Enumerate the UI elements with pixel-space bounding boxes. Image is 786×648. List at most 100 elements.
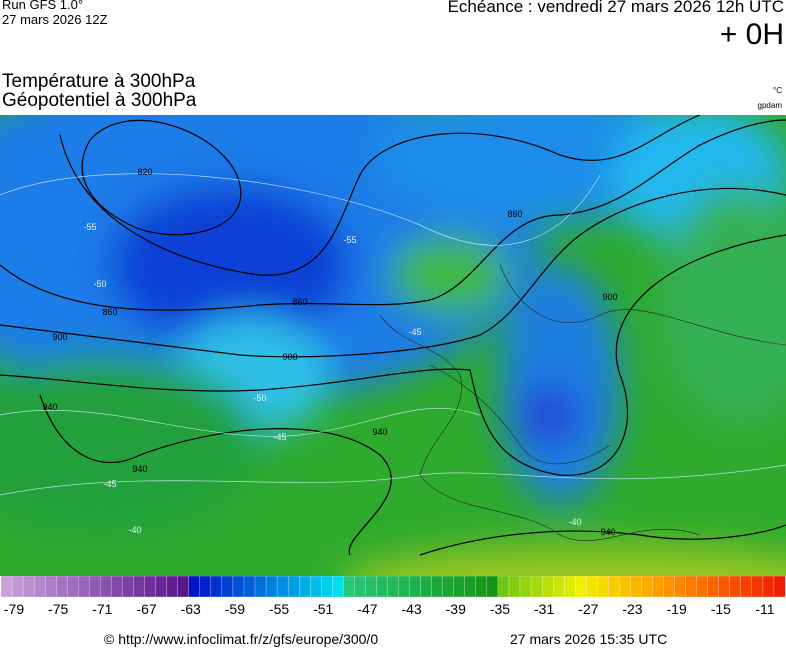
color-swatch xyxy=(652,576,664,598)
color-swatch xyxy=(696,576,709,598)
color-swatch xyxy=(155,576,168,598)
contour-label: -45 xyxy=(273,432,286,442)
unit-temperature: °C xyxy=(773,86,782,95)
colorbar-label: -15 xyxy=(711,601,731,617)
color-swatch xyxy=(199,576,212,598)
colorbar-label: -19 xyxy=(667,601,687,617)
color-swatch xyxy=(11,576,24,598)
colorbar-label: -39 xyxy=(446,601,466,617)
colorbar-label: -63 xyxy=(181,601,201,617)
contour-label: -50 xyxy=(93,279,106,289)
contour-label: 940 xyxy=(42,402,57,412)
color-swatch xyxy=(122,576,134,598)
color-swatch xyxy=(707,576,720,598)
color-swatch xyxy=(343,576,355,598)
contour-label: -55 xyxy=(83,222,96,232)
contour-label: 900 xyxy=(52,332,67,342)
color-swatch xyxy=(33,576,46,598)
color-swatch xyxy=(188,576,201,598)
title-temperature: Température à 300hPa xyxy=(2,71,196,92)
contour-label: -45 xyxy=(408,327,421,337)
color-swatch xyxy=(541,576,554,598)
color-swatch xyxy=(45,576,57,598)
color-swatch xyxy=(552,576,565,598)
color-swatch xyxy=(133,576,145,598)
color-swatch xyxy=(740,576,753,598)
contour-label: 860 xyxy=(507,209,522,219)
contour-label: 860 xyxy=(292,297,307,307)
echeance: Echéance : vendredi 27 mars 2026 12h UTC xyxy=(447,0,784,16)
color-swatch xyxy=(232,576,245,598)
colorbar-label: -11 xyxy=(755,601,774,617)
color-swatch xyxy=(674,576,687,598)
color-swatch xyxy=(475,576,488,598)
color-swatch xyxy=(663,576,676,598)
color-swatch xyxy=(751,576,764,598)
contour-label: 820 xyxy=(137,167,152,177)
colorbar-label: -43 xyxy=(401,601,421,617)
contour-label: 900 xyxy=(602,292,617,302)
color-swatch xyxy=(365,576,377,598)
color-swatch xyxy=(89,576,101,598)
colorbar-label: -31 xyxy=(534,601,554,617)
color-swatch xyxy=(608,576,620,598)
colorbar-label: -71 xyxy=(92,601,112,617)
contour-label: 940 xyxy=(132,464,147,474)
colorbar-label: -79 xyxy=(4,601,24,617)
contour-label: -40 xyxy=(128,525,141,535)
color-swatch xyxy=(78,576,90,598)
color-swatch xyxy=(210,576,223,598)
color-swatch xyxy=(442,576,455,598)
contour-label: 860 xyxy=(102,307,117,317)
colorbar: -79 -75 -71 -67 -63 -59 -55 -51 -47 -43 -39 -35 -31 -… xyxy=(0,576,786,617)
contour-label: -50 xyxy=(253,393,266,403)
run-date: 27 mars 2026 12Z xyxy=(2,12,108,27)
color-swatch xyxy=(243,576,256,598)
color-swatch xyxy=(564,576,576,598)
color-swatch xyxy=(729,576,742,598)
color-swatch xyxy=(464,576,477,598)
run-label: Run GFS 1.0° xyxy=(2,0,84,12)
color-swatch xyxy=(420,576,433,598)
color-swatch xyxy=(530,576,543,598)
color-swatch xyxy=(144,576,157,598)
colorbar-label: -75 xyxy=(48,601,68,617)
color-swatch xyxy=(332,576,344,598)
color-swatch xyxy=(519,576,532,598)
color-swatch xyxy=(398,576,411,598)
color-swatch xyxy=(762,576,775,598)
color-swatch xyxy=(321,576,333,598)
color-swatch xyxy=(387,576,399,598)
color-swatch xyxy=(287,576,300,598)
contour-label: 900 xyxy=(282,352,297,362)
color-swatch xyxy=(100,576,112,598)
offset: + 0H xyxy=(719,18,784,51)
color-swatch xyxy=(265,576,278,598)
color-swatch xyxy=(575,576,587,598)
color-swatch xyxy=(630,576,642,598)
color-swatch xyxy=(685,576,698,598)
color-swatch xyxy=(56,576,68,598)
color-swatch xyxy=(177,576,190,598)
color-swatch xyxy=(276,576,289,598)
contour-label: -55 xyxy=(343,235,356,245)
color-swatch xyxy=(508,576,521,598)
color-swatch xyxy=(586,576,598,598)
color-swatch xyxy=(597,576,609,598)
contour-label: 940 xyxy=(600,527,615,537)
contour-label: -45 xyxy=(103,479,116,489)
colorbar-label: -23 xyxy=(622,601,642,617)
color-swatch xyxy=(619,576,631,598)
color-swatch xyxy=(497,576,510,598)
color-swatch xyxy=(22,576,35,598)
color-swatch xyxy=(486,576,499,598)
color-swatch xyxy=(111,576,123,598)
source-url: © http://www.infoclimat.fr/z/gfs/europe/… xyxy=(104,631,379,647)
generated-time: 27 mars 2026 15:35 UTC xyxy=(510,631,668,647)
color-swatch xyxy=(773,576,786,598)
colorbar-label: -47 xyxy=(357,601,377,617)
color-swatch xyxy=(298,576,311,598)
colorbar-label: -67 xyxy=(136,601,156,617)
contour-label: 940 xyxy=(372,427,387,437)
